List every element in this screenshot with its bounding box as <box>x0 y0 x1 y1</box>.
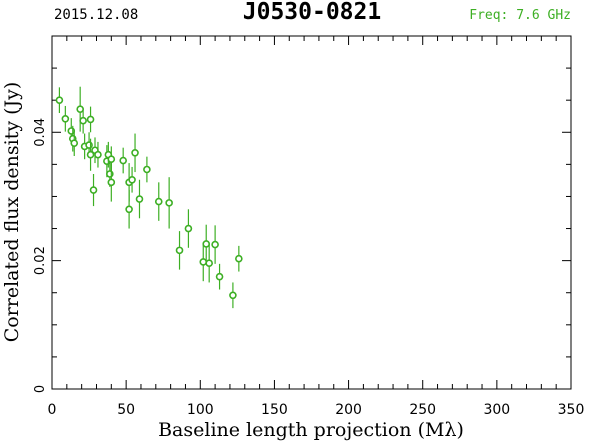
x-tick-label: 250 <box>409 402 436 418</box>
point-marker <box>79 116 87 125</box>
data-point <box>61 105 70 132</box>
x-tick-label: 50 <box>117 402 135 418</box>
y-tick-label: 0 <box>33 385 48 393</box>
point-marker <box>235 254 243 263</box>
point-marker <box>55 96 64 104</box>
data-points <box>55 86 243 309</box>
data-point <box>91 137 99 164</box>
data-point <box>86 106 95 133</box>
point-marker <box>86 115 95 124</box>
point-marker <box>211 240 219 249</box>
data-point <box>143 156 151 183</box>
data-point <box>175 231 184 270</box>
point-marker <box>131 149 139 157</box>
point-marker <box>128 175 136 184</box>
y-tick-label: 0.04 <box>33 118 48 147</box>
x-tick-labels: 0 50 100 150 200 250 300 350 <box>48 402 585 418</box>
data-point <box>135 179 144 219</box>
x-tick-label: 350 <box>558 402 585 418</box>
x-tick-label: 0 <box>48 402 57 418</box>
y-tick-labels: 0 0.02 0.04 <box>33 118 48 393</box>
x-tick-label: 100 <box>187 402 214 418</box>
point-marker <box>143 165 151 174</box>
data-point <box>215 263 224 290</box>
data-point <box>107 146 116 173</box>
point-marker <box>199 258 208 266</box>
point-marker <box>165 199 173 207</box>
x-tick-label: 200 <box>335 402 362 418</box>
data-point <box>125 190 133 229</box>
y-tick-label: 0.02 <box>33 246 48 275</box>
point-marker <box>86 150 95 159</box>
data-point <box>131 133 139 173</box>
y-axis-label: Correlated flux density (Jy) <box>1 82 23 343</box>
data-point <box>184 209 193 248</box>
data-point <box>79 107 87 134</box>
data-point <box>70 130 79 157</box>
plot-frame <box>51 35 572 390</box>
point-marker <box>107 178 116 187</box>
point-marker <box>135 195 144 203</box>
point-marker <box>125 205 133 214</box>
data-point <box>165 177 173 229</box>
point-marker <box>119 156 127 165</box>
data-point <box>211 225 219 264</box>
data-point <box>205 243 213 283</box>
data-point <box>94 141 102 168</box>
data-point <box>89 173 98 207</box>
point-marker <box>94 150 102 159</box>
point-marker <box>215 272 224 281</box>
x-axis-label: Baseline length projection (Mλ) <box>158 419 464 441</box>
point-marker <box>175 246 184 255</box>
point-marker <box>184 224 193 233</box>
point-marker <box>85 141 93 149</box>
data-point <box>76 86 84 132</box>
point-marker <box>67 127 76 135</box>
frequency-label: Freq: 7.6 GHz <box>469 8 571 23</box>
data-point <box>235 245 243 272</box>
axis-ticks <box>51 35 572 390</box>
point-marker <box>106 170 114 178</box>
data-point <box>229 282 237 309</box>
source-name: J0530-0821 <box>243 0 381 25</box>
point-marker <box>61 114 70 123</box>
point-marker <box>89 186 98 194</box>
data-point <box>119 147 127 174</box>
point-marker <box>229 291 237 300</box>
data-point <box>128 166 136 193</box>
data-point <box>86 138 95 171</box>
point-marker <box>107 155 116 164</box>
data-point <box>199 242 208 282</box>
data-point <box>154 182 163 221</box>
observation-date: 2015.12.08 <box>54 7 138 23</box>
point-marker <box>154 197 163 206</box>
x-tick-label: 150 <box>261 402 288 418</box>
data-point <box>55 87 64 114</box>
data-point <box>202 224 211 264</box>
point-marker <box>202 240 211 248</box>
point-marker <box>76 105 84 113</box>
x-tick-label: 300 <box>483 402 510 418</box>
point-marker <box>70 139 79 147</box>
point-marker <box>205 259 213 268</box>
